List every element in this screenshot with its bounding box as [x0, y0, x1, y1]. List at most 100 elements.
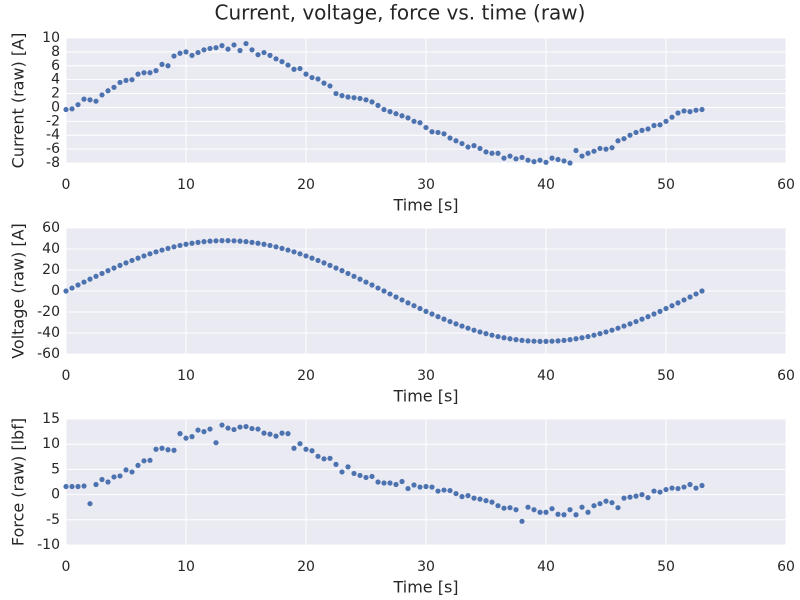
point: [87, 501, 93, 507]
point: [105, 479, 111, 485]
y-tick-label: 4: [51, 72, 60, 88]
point: [285, 62, 291, 68]
point: [327, 455, 333, 461]
x-tick-label: 40: [537, 559, 555, 575]
point: [267, 431, 273, 437]
point: [585, 150, 591, 156]
y-tick-label: 5: [51, 461, 60, 477]
point: [363, 279, 369, 285]
point: [321, 260, 327, 266]
point: [219, 422, 225, 428]
point: [213, 238, 219, 244]
point: [681, 484, 687, 490]
y-tick-label: 0: [51, 487, 60, 503]
point: [315, 257, 321, 264]
point: [159, 247, 165, 253]
point: [93, 481, 99, 488]
point: [243, 239, 249, 245]
point: [609, 327, 615, 333]
point: [63, 483, 69, 490]
point: [573, 147, 579, 154]
point: [405, 115, 411, 121]
x-tick-label: 60: [777, 559, 795, 575]
point: [135, 255, 141, 261]
point: [663, 486, 669, 493]
point: [351, 470, 357, 477]
point: [201, 239, 207, 245]
point: [375, 285, 381, 291]
point: [243, 423, 249, 430]
point: [333, 90, 339, 97]
point: [561, 512, 567, 518]
point: [231, 238, 237, 244]
point: [165, 63, 171, 69]
x-tick-label: 20: [297, 368, 315, 384]
point: [501, 505, 507, 511]
point: [573, 336, 579, 342]
point: [501, 335, 507, 341]
point: [219, 43, 225, 49]
point: [195, 427, 201, 433]
point: [387, 480, 393, 486]
point: [381, 106, 387, 113]
point: [141, 458, 147, 464]
point: [81, 279, 87, 285]
point: [519, 518, 525, 524]
point: [225, 238, 231, 244]
point: [249, 239, 255, 245]
x-tick-label: 10: [177, 368, 195, 384]
point: [507, 153, 513, 159]
point: [459, 494, 465, 500]
point: [213, 45, 219, 51]
point: [429, 311, 435, 317]
x-tick-label: 40: [537, 368, 555, 384]
point: [159, 61, 165, 67]
point: [513, 156, 519, 162]
point: [645, 126, 651, 132]
x-tick-label: 50: [657, 559, 675, 575]
point: [561, 337, 567, 343]
point: [267, 242, 273, 249]
point: [393, 111, 399, 117]
point: [669, 485, 675, 491]
point: [483, 149, 489, 155]
point: [495, 150, 501, 156]
point: [81, 483, 87, 489]
point: [351, 95, 357, 101]
point: [621, 323, 627, 329]
point: [387, 291, 393, 297]
point: [435, 314, 441, 320]
point: [303, 71, 309, 77]
point: [183, 435, 189, 441]
x-tick-label: 0: [62, 368, 71, 384]
point: [297, 441, 303, 447]
point: [261, 430, 267, 436]
point: [177, 50, 183, 56]
point: [537, 157, 543, 163]
point: [579, 335, 585, 341]
point: [645, 314, 651, 320]
point: [567, 507, 573, 513]
point: [99, 270, 105, 277]
y-tick-label: 10: [42, 436, 60, 452]
point: [105, 268, 111, 274]
point: [231, 42, 237, 48]
point: [405, 485, 411, 492]
point: [657, 122, 663, 128]
point: [207, 238, 213, 244]
point: [105, 88, 111, 94]
point: [633, 318, 639, 325]
point: [249, 47, 255, 53]
point: [441, 131, 447, 137]
point: [273, 244, 279, 250]
point: [519, 337, 525, 343]
point: [549, 155, 555, 161]
point: [393, 481, 399, 488]
point: [477, 329, 483, 335]
point: [117, 473, 123, 479]
point: [201, 47, 207, 53]
point: [603, 329, 609, 335]
point: [447, 135, 453, 141]
point: [225, 425, 231, 431]
